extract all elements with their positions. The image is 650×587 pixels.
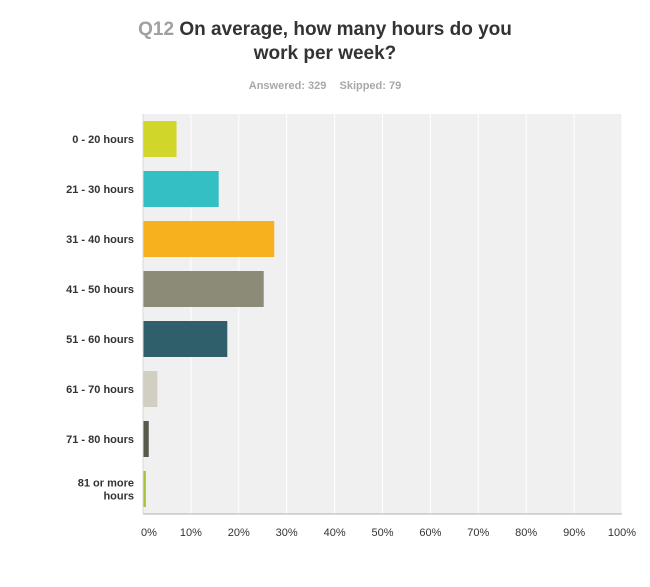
- category-label: 21 - 30 hours: [66, 184, 134, 196]
- category-label: hours: [103, 491, 134, 503]
- x-tick-label: 100%: [608, 527, 636, 539]
- x-axis-ticks: 0% 10% 20% 30% 40% 50% 60% 70% 80% 90% 100%: [141, 527, 636, 539]
- bar: [143, 371, 158, 407]
- x-tick-label: 20%: [228, 527, 250, 539]
- bar: [143, 471, 146, 507]
- x-tick-label: 50%: [371, 527, 393, 539]
- bar: [143, 321, 228, 357]
- category-label: 61 - 70 hours: [66, 384, 134, 396]
- x-tick-label: 90%: [563, 527, 585, 539]
- answered-count: Answered: 329: [248, 80, 327, 92]
- skipped-count: Skipped: 79: [339, 80, 402, 92]
- category-label: 0 - 20 hours: [72, 134, 134, 146]
- question-text-line1: On average, how many hours do you: [179, 19, 512, 40]
- question-text-line2: work per week?: [253, 43, 397, 64]
- x-tick-label: 40%: [324, 527, 346, 539]
- x-tick-label: 60%: [419, 527, 441, 539]
- category-label: 71 - 80 hours: [66, 434, 134, 446]
- bars: [143, 121, 275, 507]
- gridlines: [190, 114, 623, 514]
- x-tick-label: 80%: [515, 527, 537, 539]
- question-number: Q12: [138, 19, 175, 40]
- bar: [143, 421, 149, 457]
- category-labels: 0 - 20 hours 21 - 30 hours 31 - 40 hours 41…: [66, 134, 134, 503]
- x-tick-label: 0%: [141, 527, 157, 539]
- chart-title: Q12 On average, how many hours do you wo…: [100, 18, 550, 66]
- bar: [143, 271, 264, 307]
- x-tick-label: 70%: [467, 527, 489, 539]
- category-label: 51 - 60 hours: [66, 334, 134, 346]
- x-tick-label: 10%: [180, 527, 202, 539]
- bar: [143, 121, 177, 157]
- response-stats: Answered: 329 Skipped: 79: [100, 80, 550, 92]
- bar: [143, 221, 275, 257]
- category-label: 41 - 50 hours: [66, 284, 134, 296]
- bar: [143, 171, 219, 207]
- x-tick-label: 30%: [276, 527, 298, 539]
- category-label: 31 - 40 hours: [66, 234, 134, 246]
- category-label: 81 or more: [78, 478, 134, 490]
